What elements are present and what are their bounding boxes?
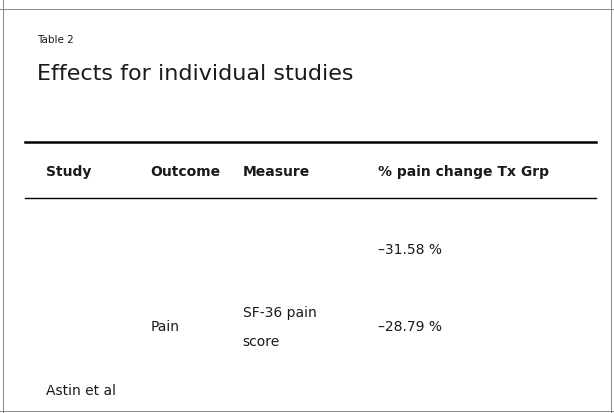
Text: Study: Study <box>46 164 91 178</box>
Text: Pain: Pain <box>150 319 179 333</box>
Text: SF-36 pain: SF-36 pain <box>243 305 316 319</box>
Text: % pain change Tx Grp: % pain change Tx Grp <box>378 164 549 178</box>
Text: –28.79 %: –28.79 % <box>378 319 441 333</box>
Text: Measure: Measure <box>243 164 310 178</box>
Text: Table 2: Table 2 <box>37 35 74 45</box>
Text: score: score <box>243 334 280 348</box>
Text: Astin et al: Astin et al <box>46 383 116 397</box>
Text: Effects for individual studies: Effects for individual studies <box>37 64 353 84</box>
Text: –31.58 %: –31.58 % <box>378 243 441 257</box>
Text: Outcome: Outcome <box>150 164 220 178</box>
